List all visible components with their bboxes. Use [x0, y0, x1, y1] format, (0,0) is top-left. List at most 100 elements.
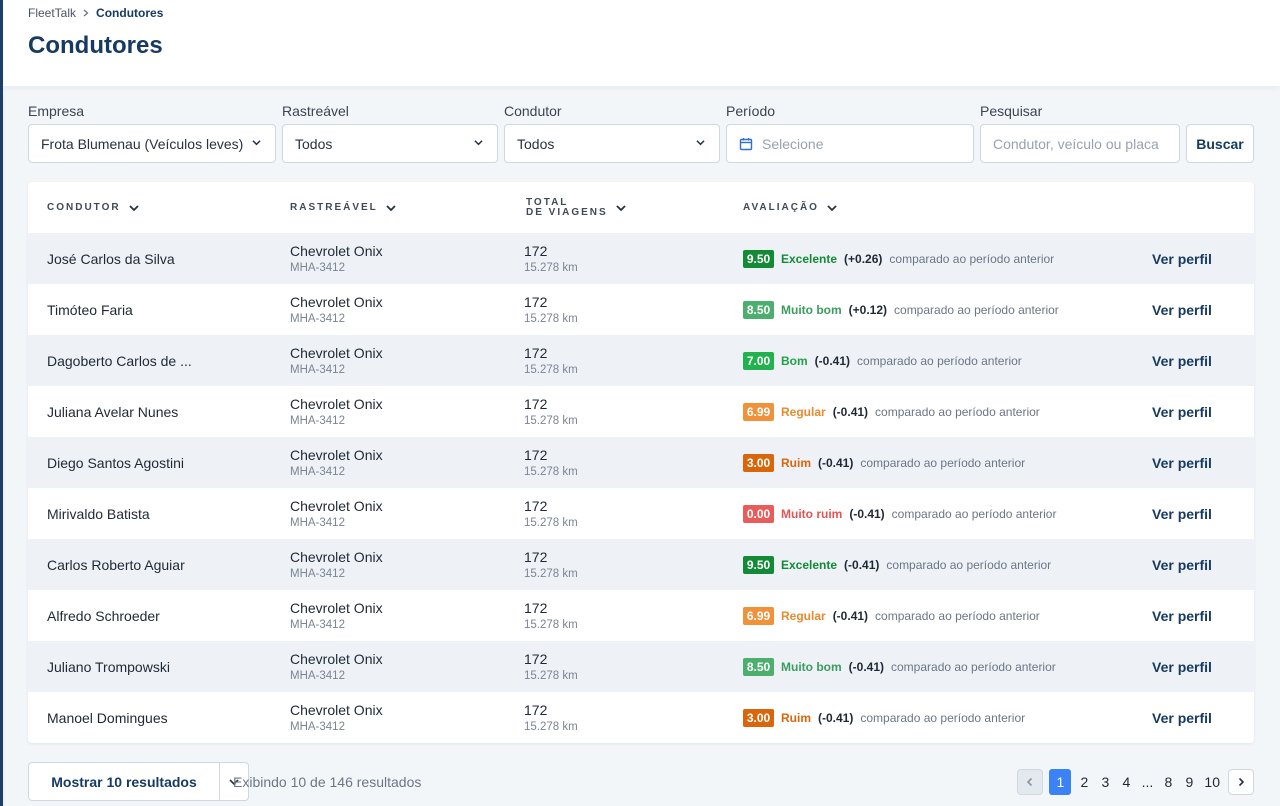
profile-cell: Ver perfil — [1152, 437, 1212, 488]
page-number-button[interactable]: 9 — [1185, 774, 1194, 790]
vehicle-plate: MHA-3412 — [290, 517, 345, 529]
driver-name: Dagoberto Carlos de ... — [47, 352, 192, 369]
view-profile-link[interactable]: Ver perfil — [1152, 709, 1212, 726]
table-footer: Mostrar 10 resultados Exibindo 10 de 146… — [28, 762, 1254, 801]
condutor-label: Condutor — [504, 103, 562, 119]
page-size-dropdown[interactable] — [219, 762, 249, 801]
vehicle-plate: MHA-3412 — [290, 415, 345, 427]
page-number-button[interactable]: 2 — [1080, 774, 1089, 790]
rating-cell: 0.00 Muito ruim (-0.41) comparado ao períod… — [743, 488, 1056, 539]
view-profile-link[interactable]: Ver perfil — [1152, 454, 1212, 471]
column-header-viagens[interactable]: TOTAL DE VIAGENS — [526, 182, 626, 233]
page-number-button[interactable]: 10 — [1204, 774, 1220, 790]
rating-delta: (+0.12) — [848, 302, 888, 317]
rating-label: Muito bom — [781, 659, 842, 674]
driver-name: Juliano Trompowski — [47, 658, 170, 675]
pesquisar-label: Pesquisar — [980, 103, 1043, 119]
vehicle-plate: MHA-3412 — [290, 262, 345, 274]
profile-cell: Ver perfil — [1152, 488, 1212, 539]
column-header-rastreavel[interactable]: RASTREÁVEL — [290, 182, 396, 233]
search-placeholder: Condutor, veículo ou placa — [993, 135, 1159, 152]
trips-cell: 172 15.278 km — [524, 539, 578, 590]
driver-cell: Diego Santos Agostini — [47, 437, 184, 488]
chevron-down-icon — [616, 204, 626, 211]
chevron-down-icon — [229, 778, 239, 785]
vehicle-cell: Chevrolet Onix MHA-3412 — [290, 284, 383, 335]
view-profile-link[interactable]: Ver perfil — [1152, 352, 1212, 369]
view-profile-link[interactable]: Ver perfil — [1152, 250, 1212, 267]
trips-cell: 172 15.278 km — [524, 692, 578, 743]
table-row: Carlos Roberto Aguiar Chevrolet Onix MHA-3… — [28, 539, 1254, 590]
rating-delta: (-0.41) — [818, 455, 854, 470]
vehicle-cell: Chevrolet Onix MHA-3412 — [290, 386, 383, 437]
view-profile-link[interactable]: Ver perfil — [1152, 556, 1212, 573]
trip-count: 172 — [524, 294, 548, 310]
trip-distance: 15.278 km — [524, 415, 578, 427]
periodo-input[interactable]: Selecione — [726, 124, 974, 163]
score-badge: 0.00 — [743, 504, 774, 523]
profile-cell: Ver perfil — [1152, 590, 1212, 641]
calendar-icon — [739, 137, 753, 150]
profile-cell: Ver perfil — [1152, 641, 1212, 692]
view-profile-link[interactable]: Ver perfil — [1152, 658, 1212, 675]
periodo-placeholder: Selecione — [762, 135, 824, 152]
profile-cell: Ver perfil — [1152, 386, 1212, 437]
trip-distance: 15.278 km — [524, 364, 578, 376]
rating-delta: (-0.41) — [814, 353, 851, 368]
rastreavel-select[interactable]: Todos — [282, 124, 498, 163]
page-number-button[interactable]: 1 — [1049, 769, 1072, 795]
page-number-button[interactable]: 8 — [1164, 774, 1173, 790]
vehicle-model: Chevrolet Onix — [290, 600, 383, 616]
condutor-select[interactable]: Todos — [504, 124, 720, 163]
buscar-button[interactable]: Buscar — [1186, 124, 1254, 163]
periodo-label: Período — [726, 103, 776, 119]
empresa-label: Empresa — [28, 103, 85, 119]
view-profile-link[interactable]: Ver perfil — [1152, 301, 1212, 318]
comparison-text: comparado ao período anterior — [857, 353, 1022, 368]
rating-cell: 8.50 Muito bom (+0.12) comparado ao período… — [743, 284, 1059, 335]
driver-name: Alfredo Schroeder — [47, 607, 160, 624]
trip-distance: 15.278 km — [524, 466, 578, 478]
page-number-button[interactable]: 3 — [1101, 774, 1110, 790]
column-header-condutor[interactable]: CONDUTOR — [47, 182, 139, 233]
page-size-button[interactable]: Mostrar 10 resultados — [28, 762, 220, 801]
empresa-value: Frota Blumenau (Veículos leves) — [41, 135, 244, 152]
page-number-button[interactable]: 4 — [1122, 774, 1131, 790]
vehicle-plate: MHA-3412 — [290, 619, 345, 631]
trip-distance: 15.278 km — [524, 313, 578, 325]
breadcrumb-root[interactable]: FleetTalk — [28, 6, 77, 20]
rating-cell: 7.00 Bom (-0.41) comparado ao período anter… — [743, 335, 1022, 386]
trip-distance: 15.278 km — [524, 670, 578, 682]
driver-cell: Dagoberto Carlos de ... — [47, 335, 192, 386]
chevron-down-icon — [252, 140, 261, 146]
breadcrumb: FleetTalk Condutores — [28, 6, 163, 20]
view-profile-link[interactable]: Ver perfil — [1152, 505, 1212, 522]
breadcrumb-separator-icon — [83, 9, 89, 17]
trip-distance: 15.278 km — [524, 517, 578, 529]
column-header-avaliacao[interactable]: AVALIAÇÃO — [743, 182, 837, 233]
empresa-select[interactable]: Frota Blumenau (Veículos leves) — [28, 124, 276, 163]
comparison-text: comparado ao período anterior — [886, 557, 1052, 572]
score-badge: 9.50 — [743, 555, 774, 574]
vehicle-model: Chevrolet Onix — [290, 651, 383, 667]
vehicle-cell: Chevrolet Onix MHA-3412 — [290, 335, 383, 386]
vehicle-model: Chevrolet Onix — [290, 702, 383, 718]
search-input[interactable]: Condutor, veículo ou placa — [980, 124, 1180, 163]
trips-cell: 172 15.278 km — [524, 335, 578, 386]
driver-cell: Alfredo Schroeder — [47, 590, 160, 641]
comparison-text: comparado ao período anterior — [891, 506, 1057, 521]
score-badge: 3.00 — [743, 453, 774, 472]
vehicle-model: Chevrolet Onix — [290, 396, 383, 412]
pagination: 1 2 3 4... 8 9 10 — [1017, 768, 1254, 796]
chevron-down-icon — [474, 140, 483, 146]
rating-label: Ruim — [781, 710, 811, 725]
driver-cell: Timóteo Faria — [47, 284, 133, 335]
page-title: Condutores — [28, 32, 163, 59]
comparison-text: comparado ao período anterior — [891, 659, 1056, 674]
next-page-button[interactable] — [1228, 769, 1254, 795]
view-profile-link[interactable]: Ver perfil — [1152, 607, 1212, 624]
view-profile-link[interactable]: Ver perfil — [1152, 403, 1212, 420]
prev-page-button[interactable] — [1017, 769, 1044, 795]
rating-cell: 3.00 Ruim (-0.41) comparado ao período ante… — [743, 692, 1025, 743]
driver-cell: Juliano Trompowski — [47, 641, 170, 692]
